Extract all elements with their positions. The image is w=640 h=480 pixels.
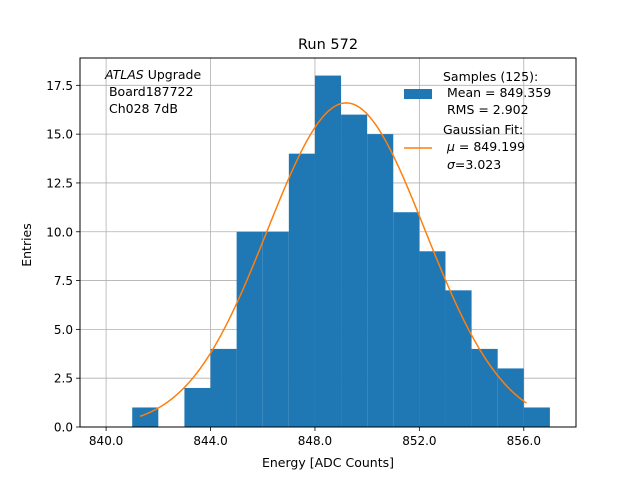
legend-samples-mean: Mean = 849.359 [443,85,551,100]
axis-ticks: 840.0 844.0 848.0 852.0 856.0 0.0 2.5 5.0 7.5 10.… [46,79,541,448]
y-tick-label: 17.5 [46,79,73,93]
mu-symbol: μ [446,139,455,154]
annotation-board: Board187722 [105,84,193,99]
legend-samples-rms: RMS = 2.902 [443,102,529,117]
histogram-bar [184,387,211,427]
legend-fit-sigma: σ=3.023 [443,157,501,172]
histogram-bar [341,114,368,427]
x-tick-label: 856.0 [507,434,541,448]
histogram-bar [445,290,472,427]
y-tick-label: 7.5 [54,274,73,288]
histogram-bar [393,212,420,427]
histogram-bar [471,348,498,427]
x-tick-label: 848.0 [298,434,332,448]
legend-samples-title: Samples (125): [443,69,538,84]
legend-fit-mu: μ = 849.199 [443,139,525,154]
y-axis-label: Entries [19,223,34,267]
gaussian-fit-curve [139,102,527,418]
legend-fit-title: Gaussian Fit: [443,122,523,137]
y-tick-label: 12.5 [46,176,73,190]
mu-value: = 849.199 [455,139,525,154]
histogram-bar [288,153,315,427]
y-tick-label: 5.0 [54,323,73,337]
x-tick-label: 844.0 [193,434,227,448]
legend: Samples (125): Mean = 849.359 RMS = 2.90… [404,69,551,172]
y-tick-label: 2.5 [54,372,73,386]
x-tick-label: 852.0 [402,434,436,448]
y-tick-label: 10.0 [46,225,73,239]
y-tick-label: 0.0 [54,421,73,435]
histogram-bars [132,75,550,428]
fit-curve-group [139,102,527,418]
x-tick-label: 840.0 [89,434,123,448]
plot-frame [79,57,577,428]
histogram-bar [210,348,237,427]
atlas-annotation: ATLAS Upgrade Board187722 Ch028 7dB [104,67,201,116]
histogram-bar [314,75,342,428]
chart-title: Run 572 [298,37,358,53]
y-tick-label: 15.0 [46,128,73,142]
annotation-upgrade: Upgrade [144,67,202,82]
x-axis-label: Energy [ADC Counts] [262,455,394,470]
legend-samples-swatch [404,89,432,99]
annotation-channel: Ch028 7dB [105,101,178,116]
sigma-symbol: σ [447,157,456,172]
histogram-bar [419,251,446,427]
histogram-bar [262,231,289,427]
annotation-atlas: ATLAS [104,67,144,82]
histogram-bar [236,231,263,427]
sigma-value: =3.023 [455,157,501,172]
histogram-bar [132,407,159,427]
histogram-bar [523,407,550,427]
annotation-line-1: ATLAS Upgrade [104,67,201,82]
histogram-bar [367,134,394,427]
